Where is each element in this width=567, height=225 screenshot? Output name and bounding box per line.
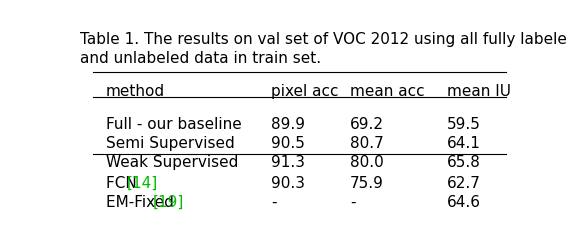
Text: 91.3: 91.3 [271, 154, 305, 169]
Text: 64.1: 64.1 [447, 135, 480, 150]
Text: 69.2: 69.2 [350, 116, 384, 131]
Text: 80.0: 80.0 [350, 154, 384, 169]
Text: 75.9: 75.9 [350, 175, 384, 190]
Text: 90.5: 90.5 [271, 135, 304, 150]
Text: mean IU: mean IU [447, 83, 510, 98]
Text: EM-Fixed: EM-Fixed [106, 194, 179, 209]
Text: Semi Supervised: Semi Supervised [106, 135, 235, 150]
Text: 80.7: 80.7 [350, 135, 384, 150]
Text: Full - our baseline: Full - our baseline [106, 116, 242, 131]
Text: 59.5: 59.5 [447, 116, 480, 131]
Text: 64.6: 64.6 [447, 194, 481, 209]
Text: FCN: FCN [106, 175, 142, 190]
Text: and unlabeled data in train set.: and unlabeled data in train set. [79, 50, 321, 65]
Text: pixel acc: pixel acc [271, 83, 338, 98]
Text: Weak Supervised: Weak Supervised [106, 154, 238, 169]
Text: [14]: [14] [127, 175, 158, 190]
Text: 90.3: 90.3 [271, 175, 305, 190]
Text: 65.8: 65.8 [447, 154, 480, 169]
Text: -: - [350, 194, 356, 209]
Text: Table 1. The results on val set of VOC 2012 using all fully labeled: Table 1. The results on val set of VOC 2… [79, 32, 567, 47]
Text: [19]: [19] [153, 194, 184, 209]
Text: 62.7: 62.7 [447, 175, 480, 190]
Text: -: - [271, 194, 276, 209]
Text: mean acc: mean acc [350, 83, 425, 98]
Text: method: method [106, 83, 165, 98]
Text: 89.9: 89.9 [271, 116, 305, 131]
